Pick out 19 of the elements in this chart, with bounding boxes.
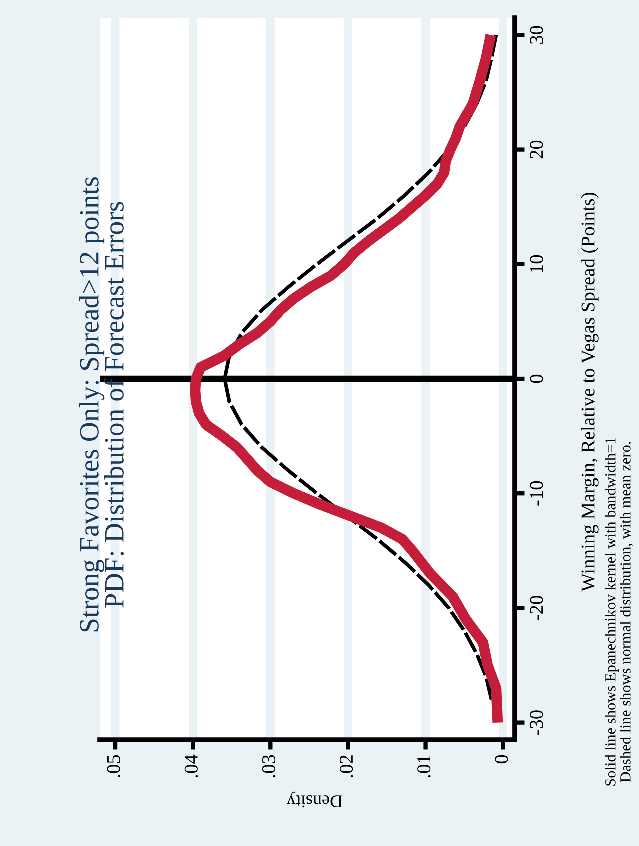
y-tick-label: 30	[530, 26, 544, 44]
y-axis-title: Winning Margin, Relative to Vegas Spread (Points)	[581, 192, 599, 592]
text: PDF: Distribution of Forecast Errors	[104, 202, 124, 608]
x-tick-label: .02	[340, 756, 354, 778]
x-axis-title: Density	[286, 792, 343, 808]
text: Dashed line shows normal distribution, with mean zero.	[620, 442, 634, 782]
y-tick-label: 0	[530, 374, 544, 384]
x-tick-label: .03	[262, 755, 276, 778]
text: Strong Favorites Only: Spread>12 points	[79, 178, 105, 632]
y-tick-label: 10	[530, 255, 544, 272]
text: Solid line shows Epanechnikov kernel with bandwidth=1	[605, 438, 619, 786]
y-tick-label: 20	[530, 140, 544, 159]
x-tick-label: .04	[184, 754, 198, 778]
y-tick-label: -30	[530, 710, 544, 736]
y-tick-label: -10	[530, 481, 544, 506]
x-tick-label: .01	[418, 756, 431, 778]
y-tick-label: -20	[530, 596, 544, 620]
x-tick-label: .05	[107, 755, 120, 778]
x-tick-label: 0	[495, 755, 508, 764]
